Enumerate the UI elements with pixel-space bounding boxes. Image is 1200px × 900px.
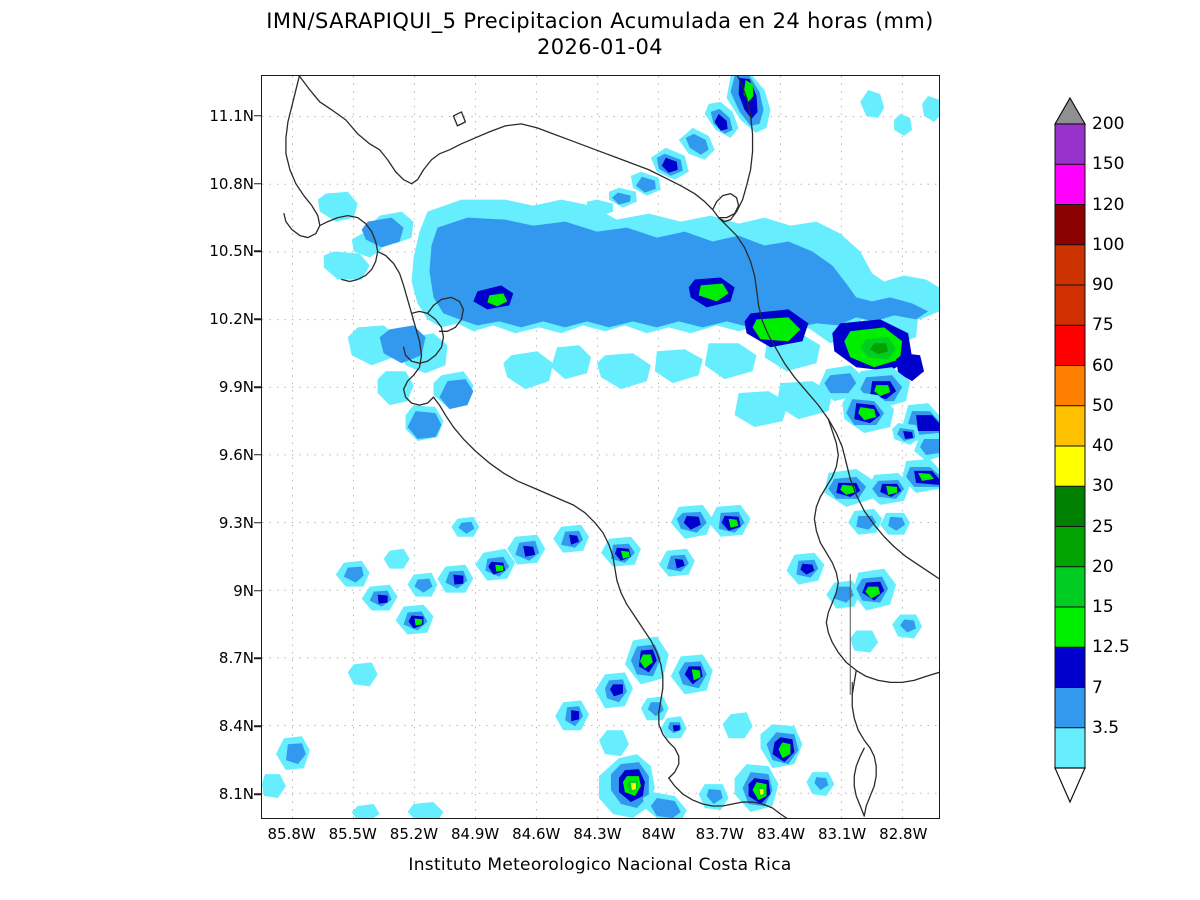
x-tick-label: 84W bbox=[641, 825, 676, 843]
colorbar-tick-label: 12.5 bbox=[1092, 637, 1130, 658]
y-tick-label: 8.7N bbox=[218, 649, 254, 668]
precip-region-caribbean-coast bbox=[335, 365, 939, 653]
credit-line: Instituto Meteorologico Nacional Costa R… bbox=[408, 855, 792, 875]
title-line-2: 2026-01-04 bbox=[536, 35, 664, 59]
colorbar-tick-label: 3.5 bbox=[1092, 717, 1120, 738]
colorbar-tick-label: 15 bbox=[1092, 597, 1114, 617]
x-tick-label: 82.8W bbox=[879, 825, 928, 843]
y-tick-label: 10.2N bbox=[209, 310, 254, 329]
title-line-1: IMN/SARAPIQUI_5 Precipitacion Acumulada … bbox=[266, 9, 934, 33]
y-tick-mark bbox=[254, 454, 262, 456]
map-canvas bbox=[262, 76, 939, 818]
precip-region-northeast-streak bbox=[587, 76, 939, 217]
y-tick-label: 9.9N bbox=[218, 378, 254, 397]
x-axis-labels: 85.8W 85.5W 85.2W 84.9W 84.6W 84.3W 84W 83.7W 83… bbox=[261, 825, 940, 851]
colorbar-band bbox=[1054, 365, 1086, 407]
y-tick-label: 10.8N bbox=[209, 174, 254, 193]
colorbar-band bbox=[1054, 405, 1086, 447]
colorbar-band bbox=[1054, 244, 1086, 286]
x-tick-label: 83.4W bbox=[756, 825, 806, 843]
colorbar-band bbox=[1054, 687, 1086, 729]
colorbar-band bbox=[1054, 727, 1086, 769]
colorbar-under-arrow bbox=[1054, 767, 1086, 804]
y-tick-mark bbox=[254, 250, 262, 253]
colorbar-band bbox=[1054, 123, 1086, 166]
colorbar: 200 150 120 100 90 75 60 50 40 30 25 20 15 12.5 7 3.5 bbox=[1052, 96, 1130, 804]
colorbar-tick-label: 20 bbox=[1092, 556, 1114, 577]
colorbar-tick-label: 25 bbox=[1092, 516, 1114, 537]
colorbar-tick-label: 50 bbox=[1092, 395, 1114, 416]
y-tick-mark bbox=[254, 182, 262, 185]
y-tick-label: 9.3N bbox=[218, 513, 254, 532]
colorbar-band bbox=[1054, 204, 1086, 246]
precipitation-contours bbox=[262, 76, 939, 818]
colorbar-tick-label: 30 bbox=[1092, 476, 1114, 497]
y-tick-mark bbox=[254, 657, 262, 660]
y-tick-mark bbox=[254, 386, 262, 388]
colorbar-band bbox=[1054, 646, 1086, 689]
y-tick-label: 9N bbox=[233, 581, 254, 600]
y-tick-mark bbox=[254, 114, 262, 117]
y-tick-mark bbox=[254, 522, 262, 524]
y-tick-label: 10.5N bbox=[209, 242, 254, 261]
precip-region-northern-band bbox=[317, 191, 939, 442]
colorbar-band bbox=[1054, 606, 1086, 649]
x-tick-label: 83.7W bbox=[695, 825, 744, 843]
x-tick-label: 84.9W bbox=[450, 825, 500, 843]
x-tick-label: 84.6W bbox=[512, 825, 561, 843]
colorbar-tick-label: 60 bbox=[1092, 355, 1114, 376]
colorbar-tick-label: 150 bbox=[1092, 154, 1125, 175]
colorbar-tick-label: 100 bbox=[1092, 234, 1125, 255]
y-tick-mark bbox=[254, 589, 262, 592]
y-tick-label: 8.1N bbox=[218, 785, 254, 804]
colorbar-tick-label: 75 bbox=[1092, 315, 1114, 336]
colorbar-over-arrow bbox=[1053, 96, 1087, 125]
colorbar-band bbox=[1054, 485, 1086, 528]
colorbar-band bbox=[1054, 284, 1086, 327]
y-tick-label: 9.6N bbox=[218, 445, 254, 464]
colorbar-band bbox=[1054, 445, 1086, 488]
x-tick-label: 84.3W bbox=[573, 825, 622, 843]
page-title: IMN/SARAPIQUI_5 Precipitacion Acumulada … bbox=[0, 8, 1200, 60]
colorbar-band bbox=[1054, 324, 1086, 367]
precip-region-southern-cells bbox=[262, 636, 835, 818]
x-tick-label: 85.2W bbox=[389, 825, 439, 843]
colorbar-tick-label: 40 bbox=[1092, 436, 1114, 456]
colorbar-tick-label: 90 bbox=[1092, 275, 1114, 295]
colorbar-tick-label: 7 bbox=[1092, 677, 1103, 698]
colorbar-band bbox=[1054, 566, 1086, 608]
y-axis-labels: 11.1N 10.8N 10.5N 10.2N 9.9N 9.6N 9.3N 9N 8.7N 8.… bbox=[186, 75, 254, 819]
y-tick-mark bbox=[254, 725, 262, 728]
y-tick-label: 11.1N bbox=[209, 106, 254, 125]
colorbar-tick-label: 120 bbox=[1092, 194, 1125, 215]
y-tick-mark bbox=[254, 793, 262, 795]
x-tick-label: 85.5W bbox=[328, 825, 377, 843]
coastline-borders bbox=[283, 76, 939, 818]
y-tick-mark bbox=[254, 318, 262, 320]
y-tick-label: 8.4N bbox=[218, 717, 254, 736]
colorbar-band bbox=[1054, 526, 1086, 568]
x-tick-label: 83.1W bbox=[818, 825, 867, 843]
colorbar-band bbox=[1054, 163, 1086, 206]
colorbar-tick-label: 200 bbox=[1092, 114, 1125, 134]
x-tick-label: 85.8W bbox=[267, 825, 316, 843]
colorbar-swatches bbox=[1053, 96, 1087, 804]
map-plot-area bbox=[261, 75, 940, 819]
